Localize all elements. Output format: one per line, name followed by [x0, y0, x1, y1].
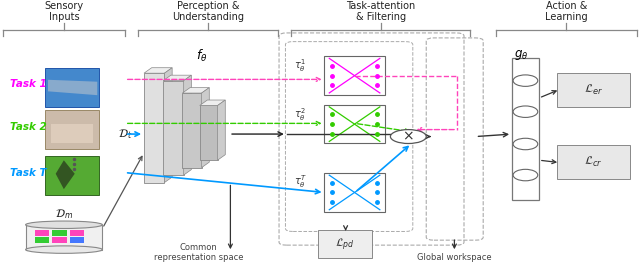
FancyBboxPatch shape [324, 56, 385, 95]
FancyBboxPatch shape [318, 230, 372, 258]
Polygon shape [202, 88, 209, 168]
Polygon shape [182, 88, 209, 93]
Polygon shape [163, 75, 191, 81]
FancyBboxPatch shape [70, 230, 84, 236]
Polygon shape [164, 68, 172, 183]
FancyBboxPatch shape [45, 68, 99, 107]
FancyBboxPatch shape [52, 230, 67, 236]
FancyBboxPatch shape [51, 124, 93, 143]
Polygon shape [144, 68, 172, 73]
Text: Sensory
Inputs: Sensory Inputs [44, 1, 84, 22]
FancyBboxPatch shape [182, 93, 202, 168]
Text: Action &
Learning: Action & Learning [545, 1, 588, 22]
Ellipse shape [513, 75, 538, 86]
Text: Task 2: Task 2 [10, 121, 46, 132]
FancyBboxPatch shape [163, 81, 184, 175]
Text: $\tau^1_\theta$: $\tau^1_\theta$ [294, 57, 307, 74]
Text: $\mathcal{L}_{pd}$: $\mathcal{L}_{pd}$ [335, 237, 355, 253]
Text: $f_\theta$: $f_\theta$ [196, 48, 207, 64]
Ellipse shape [26, 221, 102, 229]
Text: Common
representation space: Common representation space [154, 243, 243, 262]
Polygon shape [218, 100, 225, 160]
FancyBboxPatch shape [35, 230, 49, 236]
Ellipse shape [513, 106, 538, 117]
Polygon shape [48, 80, 97, 95]
Text: $\mathcal{L}_{er}$: $\mathcal{L}_{er}$ [584, 83, 603, 97]
Text: $\tau^2_\theta$: $\tau^2_\theta$ [294, 106, 307, 123]
Text: Task 1: Task 1 [10, 79, 46, 89]
FancyBboxPatch shape [35, 237, 49, 244]
Text: $g_\theta$: $g_\theta$ [515, 48, 529, 62]
Text: $\tau^T_\theta$: $\tau^T_\theta$ [294, 173, 307, 190]
FancyBboxPatch shape [45, 111, 99, 149]
FancyBboxPatch shape [557, 145, 630, 179]
Ellipse shape [513, 169, 538, 181]
Text: $\times$: $\times$ [403, 129, 414, 144]
Polygon shape [184, 75, 191, 175]
Text: Task-attention
& Filtering: Task-attention & Filtering [346, 1, 415, 22]
FancyBboxPatch shape [512, 58, 539, 200]
FancyBboxPatch shape [70, 237, 84, 244]
FancyBboxPatch shape [324, 105, 385, 143]
Ellipse shape [26, 246, 102, 253]
Text: $\mathcal{L}_{cr}$: $\mathcal{L}_{cr}$ [584, 155, 603, 169]
Text: $\mathcal{D}_t$: $\mathcal{D}_t$ [118, 127, 132, 141]
FancyBboxPatch shape [324, 173, 385, 212]
FancyBboxPatch shape [144, 73, 164, 183]
FancyBboxPatch shape [45, 156, 99, 195]
FancyBboxPatch shape [26, 225, 102, 250]
Text: Global workspace: Global workspace [417, 253, 492, 262]
FancyBboxPatch shape [200, 105, 218, 160]
FancyBboxPatch shape [557, 73, 630, 107]
FancyBboxPatch shape [52, 237, 67, 244]
Polygon shape [56, 160, 75, 189]
Text: Perception &
Understanding: Perception & Understanding [172, 1, 244, 22]
Text: $\mathcal{D}_m$: $\mathcal{D}_m$ [55, 207, 73, 221]
Ellipse shape [513, 138, 538, 150]
Text: Task T: Task T [10, 168, 46, 178]
Polygon shape [200, 100, 225, 105]
Circle shape [390, 129, 426, 143]
